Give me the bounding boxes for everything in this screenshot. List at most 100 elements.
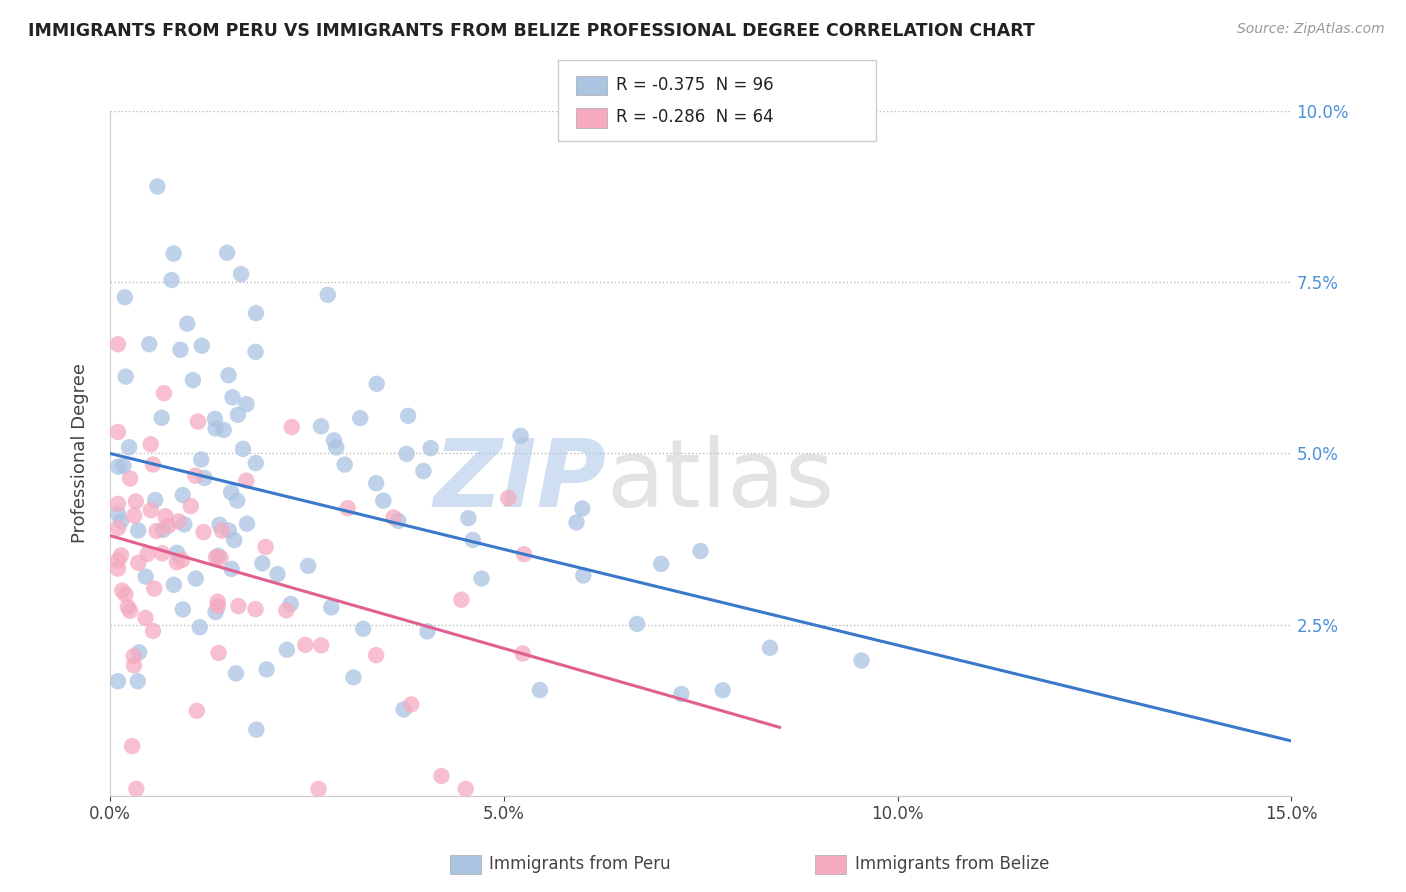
Point — [204, 412, 226, 426]
Point — [107, 507, 129, 521]
Point — [221, 562, 243, 576]
Point — [153, 386, 176, 401]
Point — [245, 723, 267, 737]
Point — [208, 517, 231, 532]
Point — [252, 557, 274, 571]
Point — [450, 592, 472, 607]
Point — [373, 493, 395, 508]
Point — [114, 290, 136, 304]
Point — [316, 287, 339, 301]
Point — [190, 452, 212, 467]
Point — [236, 516, 259, 531]
Point — [470, 572, 492, 586]
Point — [217, 245, 239, 260]
Point — [245, 602, 267, 616]
Point — [146, 179, 169, 194]
Point — [461, 533, 484, 547]
Point — [309, 639, 332, 653]
Point — [759, 640, 782, 655]
Point — [142, 624, 165, 638]
Point — [529, 683, 551, 698]
Point — [107, 521, 129, 535]
Point — [650, 557, 672, 571]
Point — [266, 567, 288, 582]
Point — [193, 471, 215, 485]
Point — [184, 468, 207, 483]
Point — [127, 556, 149, 570]
Point — [167, 515, 190, 529]
Point — [135, 569, 157, 583]
Point — [173, 517, 195, 532]
Point — [336, 501, 359, 516]
Point — [110, 515, 132, 529]
Point — [256, 662, 278, 676]
Point — [342, 670, 364, 684]
Point — [498, 491, 520, 505]
Point — [125, 781, 148, 796]
Point — [235, 397, 257, 411]
Point — [513, 547, 536, 561]
Point — [572, 568, 595, 582]
Point — [280, 597, 302, 611]
Point — [207, 595, 229, 609]
Point — [276, 642, 298, 657]
Point — [224, 533, 246, 548]
Point — [276, 603, 298, 617]
Point — [626, 616, 648, 631]
Point — [114, 587, 136, 601]
Point — [565, 516, 588, 530]
Point — [114, 369, 136, 384]
Point — [205, 550, 228, 565]
Point — [150, 546, 173, 560]
Point — [221, 390, 243, 404]
Point — [323, 434, 346, 448]
Point — [127, 524, 149, 538]
Point — [366, 476, 388, 491]
Point — [170, 553, 193, 567]
Point — [219, 485, 242, 500]
Point — [333, 458, 356, 472]
Text: IMMIGRANTS FROM PERU VS IMMIGRANTS FROM BELIZE PROFESSIONAL DEGREE CORRELATION C: IMMIGRANTS FROM PERU VS IMMIGRANTS FROM … — [28, 22, 1035, 40]
Text: Source: ZipAtlas.com: Source: ZipAtlas.com — [1237, 22, 1385, 37]
Point — [204, 605, 226, 619]
Point — [281, 420, 304, 434]
Point — [711, 683, 734, 698]
Point — [107, 561, 129, 575]
Point — [454, 781, 477, 796]
Point — [122, 658, 145, 673]
Point — [208, 646, 231, 660]
Point — [120, 472, 142, 486]
Point — [122, 508, 145, 523]
Point — [152, 523, 174, 537]
Point — [509, 429, 531, 443]
Point — [143, 582, 166, 596]
Point — [107, 674, 129, 689]
Point — [118, 440, 141, 454]
Point — [412, 464, 434, 478]
Point — [430, 769, 453, 783]
Point — [309, 419, 332, 434]
Point — [121, 739, 143, 753]
Point — [166, 555, 188, 569]
Point — [122, 648, 145, 663]
Point — [117, 599, 139, 614]
Point — [193, 524, 215, 539]
Point — [111, 583, 134, 598]
Point — [689, 544, 711, 558]
Point — [321, 600, 343, 615]
Point — [110, 549, 132, 563]
Point — [184, 572, 207, 586]
Point — [512, 647, 534, 661]
Point — [294, 638, 316, 652]
Point — [112, 459, 135, 474]
Point — [416, 624, 439, 639]
Point — [382, 510, 405, 524]
Point — [228, 599, 250, 613]
Point — [218, 368, 240, 383]
Point — [169, 343, 191, 357]
Point — [176, 317, 198, 331]
Point — [160, 273, 183, 287]
Point — [387, 514, 409, 528]
Point — [851, 653, 873, 667]
Point — [136, 547, 159, 561]
